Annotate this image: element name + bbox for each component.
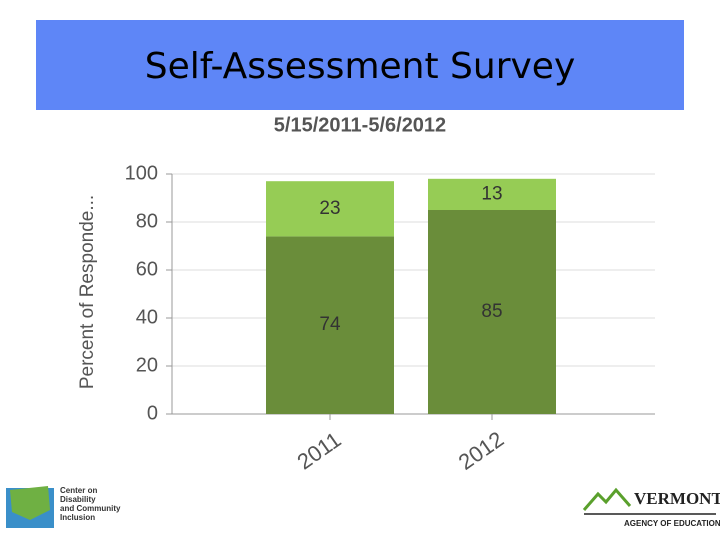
y-axis-label: Percent of Responde... xyxy=(77,195,98,389)
logo-left-text: Center on xyxy=(60,486,97,495)
header-band xyxy=(36,20,684,110)
value-label: 74 xyxy=(319,314,341,335)
logo-right: VERMONT AGENCY OF EDUCATION xyxy=(582,487,720,528)
y-tick-label: 80 xyxy=(136,210,158,232)
bar-segment xyxy=(266,236,394,414)
logo-left-text: and Community xyxy=(60,504,121,513)
logo-right-sub: AGENCY OF EDUCATION xyxy=(624,519,720,528)
chart-title: Self-Assessment Survey xyxy=(145,46,576,87)
value-label: 13 xyxy=(481,183,502,204)
bar-segment xyxy=(428,210,556,414)
x-tick-label: 2011 xyxy=(292,427,345,475)
x-tick-label: 2012 xyxy=(454,426,508,475)
bar-segment xyxy=(428,178,556,210)
value-label: 23 xyxy=(319,198,340,219)
logo-left-map xyxy=(10,486,50,520)
y-tick-label: 60 xyxy=(136,258,158,280)
logo-left: Center on Disability and Community Inclu… xyxy=(6,486,121,528)
logo-right-mountain xyxy=(582,487,632,511)
chart-subtitle: 5/15/2011-5/6/2012 xyxy=(274,114,446,136)
y-tick-label: 40 xyxy=(136,306,158,328)
y-tick-label: 20 xyxy=(136,354,158,376)
y-tick-label: 0 xyxy=(147,402,158,424)
y-tick-label: 100 xyxy=(125,162,158,184)
logo-left-text: Inclusion xyxy=(60,513,95,522)
logo-right-name: VERMONT xyxy=(634,489,720,508)
logo-left-text: Disability xyxy=(60,495,96,504)
value-label: 85 xyxy=(481,301,502,322)
bar-segment xyxy=(266,181,394,237)
